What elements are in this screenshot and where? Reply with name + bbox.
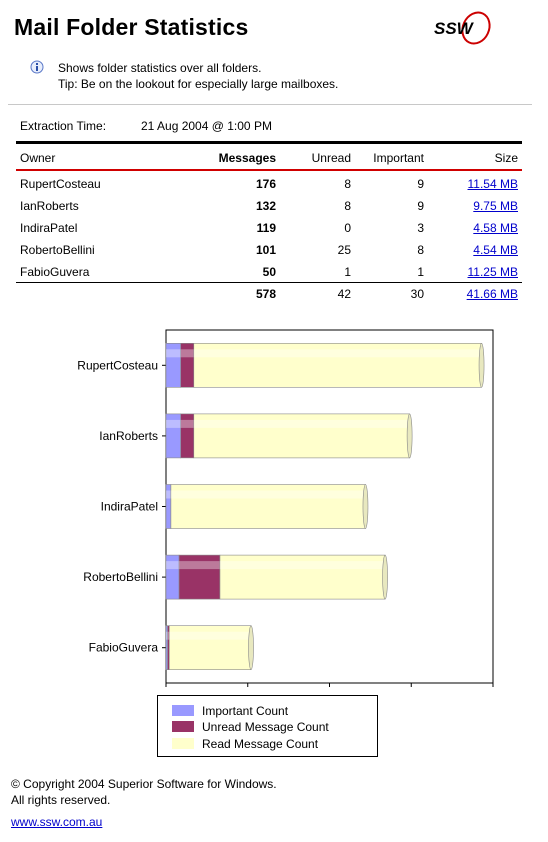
category-label: RobertoBellini — [83, 570, 158, 584]
row-important: 3 — [417, 221, 424, 235]
total-messages: 578 — [255, 287, 276, 301]
legend-label-unread: Unread Message Count — [202, 720, 329, 734]
header-size: Size — [494, 151, 518, 165]
row-messages: 132 — [255, 199, 276, 213]
copyright-text: © Copyright 2004 Superior Software for W… — [11, 777, 277, 791]
logo-text: SSW — [434, 19, 475, 38]
message-chart: RupertCosteau IanRoberts IndiraPatel Robert… — [77, 329, 494, 687]
page-title: Mail Folder Statistics — [14, 14, 249, 40]
bar-highlight — [167, 631, 170, 640]
bar-cap — [406, 413, 413, 459]
row-unread: 8 — [344, 199, 351, 213]
row-unread: 8 — [344, 177, 351, 191]
total-unread: 42 — [337, 287, 351, 301]
legend-swatch-important — [172, 705, 194, 716]
bar-cap — [248, 625, 254, 671]
row-owner: RupertCosteau — [20, 177, 101, 191]
bar-highlight — [169, 631, 252, 640]
bar-cap — [382, 554, 388, 600]
bar-segment — [219, 554, 386, 600]
bar-cap — [362, 484, 369, 529]
bar-highlight — [180, 419, 194, 428]
row-important: 9 — [417, 177, 424, 191]
row-owner: RobertoBellini — [20, 243, 95, 257]
extraction-label: Extraction Time: — [20, 119, 107, 133]
bar-highlight — [179, 561, 220, 570]
row-owner: FabioGuvera — [20, 265, 90, 279]
row-size-link[interactable]: 4.58 MB — [473, 221, 518, 235]
row-important: 9 — [417, 199, 424, 213]
website-link[interactable]: www.ssw.com.au — [11, 815, 103, 829]
category-label: IndiraPatel — [101, 500, 158, 514]
row-unread: 1 — [344, 265, 351, 279]
category-label: FabioGuvera — [89, 641, 159, 655]
info-text: Shows folder statistics over all folders… — [58, 60, 338, 92]
bar-highlight — [193, 419, 410, 428]
info-line-2: Tip: Be on the lookout for especially la… — [58, 77, 339, 91]
row-size-link[interactable]: 4.54 MB — [473, 243, 518, 257]
bar-segment — [193, 413, 410, 459]
bar-cap — [478, 342, 485, 388]
total-size-link[interactable]: 41.66 MB — [466, 287, 518, 301]
legend-swatch-unread — [172, 721, 194, 732]
table-top-border — [16, 141, 522, 144]
bar-segment — [168, 625, 252, 671]
row-messages: 50 — [262, 265, 276, 279]
bar-highlight — [180, 349, 194, 358]
legend-label-important: Important Count — [202, 704, 289, 718]
bar-segment — [170, 484, 366, 529]
bar-segment — [193, 342, 482, 388]
row-messages: 119 — [256, 221, 276, 235]
row-messages: 176 — [255, 177, 276, 191]
row-important: 8 — [417, 243, 424, 257]
total-important: 30 — [410, 287, 424, 301]
divider — [8, 104, 532, 105]
rights-text: All rights reserved. — [11, 793, 111, 807]
row-unread: 0 — [344, 221, 351, 235]
bar-highlight — [170, 490, 366, 499]
info-icon — [30, 60, 44, 74]
row-size-link[interactable]: 11.25 MB — [467, 265, 518, 279]
footer: © Copyright 2004 Superior Software for W… — [11, 776, 277, 808]
info-line-1: Shows folder statistics over all folders… — [58, 61, 262, 75]
header-messages: Messages — [218, 151, 276, 165]
bar-highlight — [166, 490, 171, 499]
header-unread: Unread — [311, 151, 351, 165]
bar-highlight — [166, 419, 181, 428]
chart-legend: Important Count Unread Message Count Rea… — [157, 695, 378, 757]
row-size-link[interactable]: 9.75 MB — [473, 199, 518, 213]
category-label: RupertCosteau — [77, 358, 158, 372]
category-label: IanRoberts — [99, 429, 158, 443]
legend-label-read: Read Message Count — [202, 737, 319, 751]
header-important: Important — [373, 151, 424, 165]
ssw-logo: SSW — [434, 11, 491, 45]
total-rule — [16, 282, 522, 283]
row-unread: 25 — [337, 243, 351, 257]
row-important: 1 — [417, 265, 424, 279]
extraction-value: 21 Aug 2004 @ 1:00 PM — [141, 119, 272, 133]
bar-highlight — [166, 561, 180, 570]
row-size-link[interactable]: 11.54 MB — [467, 177, 518, 191]
bar-segment — [178, 554, 221, 600]
row-owner: IndiraPatel — [20, 221, 78, 235]
legend-swatch-read — [172, 738, 194, 749]
bar-highlight — [166, 349, 181, 358]
row-messages: 101 — [255, 243, 276, 257]
row-owner: IanRoberts — [20, 199, 79, 213]
table-header-border — [16, 169, 522, 171]
bar-highlight — [219, 561, 386, 570]
header-owner: Owner — [20, 151, 56, 165]
bar-highlight — [166, 631, 168, 640]
bar-highlight — [193, 349, 482, 358]
